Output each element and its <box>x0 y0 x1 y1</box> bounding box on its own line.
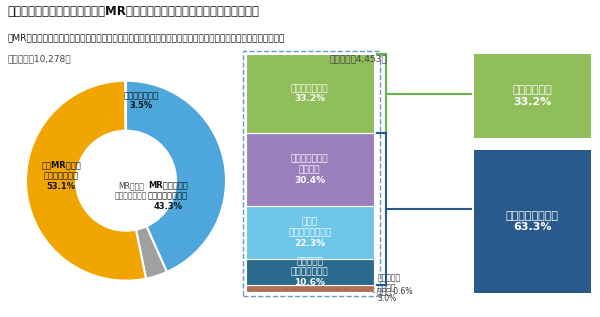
Bar <box>245 54 374 133</box>
Bar <box>245 259 374 285</box>
Wedge shape <box>136 226 167 279</box>
Bar <box>245 206 374 259</box>
Text: 必ずMRからの
情報提供が必要
53.1%: 必ずMRからの 情報提供が必要 53.1% <box>41 161 81 191</box>
Text: 研究会・学会
33.2%: 研究会・学会 33.2% <box>512 85 553 107</box>
Wedge shape <box>126 81 226 272</box>
Bar <box>245 285 374 292</box>
Text: その他 0.6%: その他 0.6% <box>377 287 413 296</box>
Text: （回答数：4,453）: （回答数：4,453） <box>330 54 388 63</box>
Text: 研究会・学会で
33.2%: 研究会・学会で 33.2% <box>291 84 328 103</box>
Wedge shape <box>125 81 126 131</box>
Text: 最も専門としている診療疾患でMR以外の情報提供で最も提供して欲しい方法: 最も専門としている診療疾患でMR以外の情報提供で最も提供して欲しい方法 <box>8 5 260 18</box>
Text: 情報提供は不要
3.5%: 情報提供は不要 3.5% <box>124 91 158 110</box>
Bar <box>245 133 374 206</box>
Text: MR以外からの
情報提供でもよい
43.3%: MR以外からの 情報提供でもよい 43.3% <box>148 181 188 210</box>
Text: MRからの
情報提供が必要: MRからの 情報提供が必要 <box>115 181 147 200</box>
Text: インターネット系
63.3%: インターネット系 63.3% <box>506 210 559 232</box>
Text: 医療系
ポータルサイトで
22.3%: 医療系 ポータルサイトで 22.3% <box>288 218 331 248</box>
Text: 製薬企業の
ウェブサイトで
10.6%: 製薬企業の ウェブサイトで 10.6% <box>291 257 328 287</box>
Text: 製薬企業の
社員から
3.0%: 製薬企業の 社員から 3.0% <box>377 273 400 303</box>
Bar <box>245 292 374 293</box>
Text: インターネット
講演会で
30.4%: インターネット 講演会で 30.4% <box>291 155 328 184</box>
Text: 「MR以外からの情報提供でもよい」と回答があった中で、最も提供して欲しい方法を聞いた結果は下記のとおり: 「MR以外からの情報提供でもよい」と回答があった中で、最も提供して欲しい方法を聞… <box>8 33 285 42</box>
Wedge shape <box>26 81 146 281</box>
Text: （回答数：10,278）: （回答数：10,278） <box>8 54 71 63</box>
